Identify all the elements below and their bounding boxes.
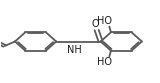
Text: HO: HO bbox=[97, 57, 112, 67]
Text: NH: NH bbox=[68, 45, 82, 55]
Text: O: O bbox=[91, 19, 99, 29]
Text: HO: HO bbox=[97, 16, 112, 26]
